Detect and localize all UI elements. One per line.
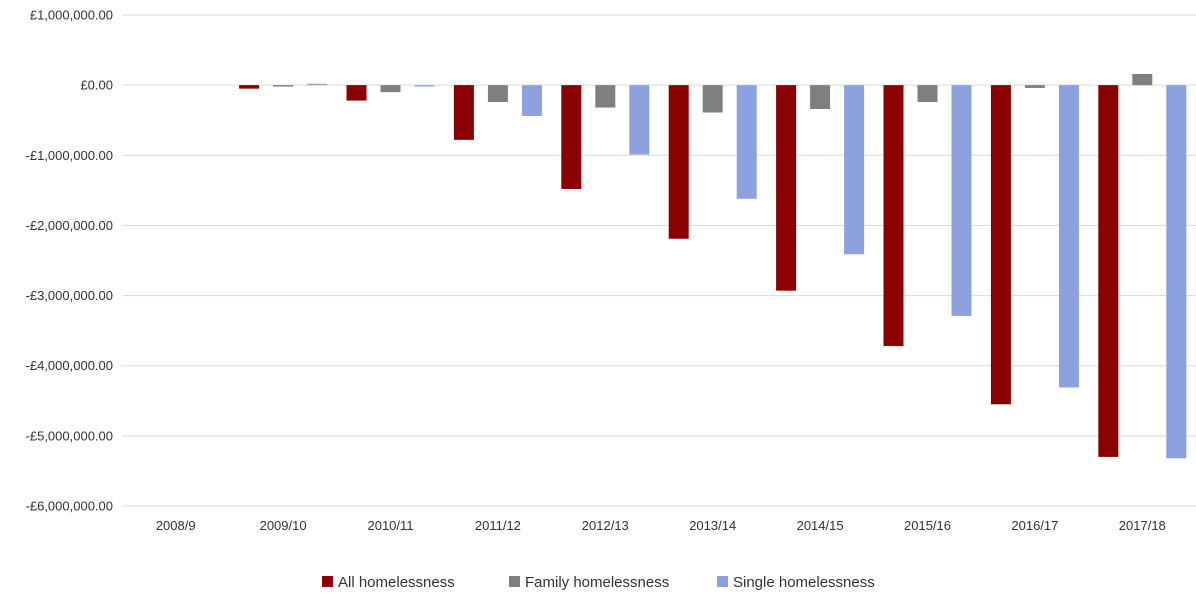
bar-family-homelessness [1132, 73, 1153, 86]
bar-all-homelessness [1098, 85, 1119, 457]
y-tick-label: £0.00 [80, 78, 113, 93]
y-tick-label: -£4,000,000.00 [26, 358, 113, 373]
x-tick-label: 2016/17 [1011, 518, 1058, 533]
bar-single-homelessness [736, 85, 757, 199]
x-tick-label: 2009/10 [260, 518, 307, 533]
y-tick-label: -£1,000,000.00 [26, 148, 113, 163]
bar-all-homelessness [346, 85, 367, 101]
bar-all-homelessness [668, 85, 689, 239]
bar-all-homelessness [883, 85, 904, 347]
bar-single-homelessness [307, 83, 328, 86]
bar-family-homelessness [380, 85, 401, 93]
bars [239, 73, 1187, 459]
legend: All homelessness Family homelessness Singl… [322, 574, 875, 591]
x-tick-label: 2010/11 [367, 518, 413, 533]
bar-family-homelessness [273, 85, 294, 87]
bar-family-homelessness [487, 85, 508, 102]
legend-swatch-single-homelessness [717, 576, 728, 587]
bar-family-homelessness [810, 85, 831, 109]
x-axis-ticks: 2008/9 2009/10 2010/11 2011/12 2012/13 2013/1… [156, 518, 1166, 533]
bar-single-homelessness [629, 85, 650, 155]
y-tick-label: -£6,000,000.00 [26, 499, 113, 514]
bar-single-homelessness [951, 85, 972, 316]
bar-all-homelessness [776, 85, 797, 291]
y-tick-label: £1,000,000.00 [30, 8, 113, 23]
bar-all-homelessness [453, 85, 474, 140]
bar-single-homelessness [844, 85, 865, 255]
x-tick-label: 2012/13 [582, 518, 629, 533]
x-tick-label: 2011/12 [475, 518, 521, 533]
bar-family-homelessness [595, 85, 616, 108]
x-tick-label: 2008/9 [156, 518, 196, 533]
bar-single-homelessness [1058, 85, 1079, 388]
y-axis-ticks: £1,000,000.00 £0.00 -£1,000,000.00 -£2,000,… [26, 8, 113, 514]
x-tick-label: 2014/15 [797, 518, 844, 533]
legend-label-family-homelessness: Family homelessness [525, 574, 669, 591]
bar-family-homelessness [917, 85, 938, 102]
bar-all-homelessness [990, 85, 1011, 405]
y-tick-label: -£3,000,000.00 [26, 288, 113, 303]
y-tick-label: -£5,000,000.00 [26, 428, 113, 443]
legend-swatch-family-homelessness [509, 576, 520, 587]
bar-family-homelessness [1024, 85, 1045, 88]
bar-all-homelessness [561, 85, 582, 189]
x-tick-label: 2015/16 [904, 518, 951, 533]
bar-all-homelessness [239, 85, 260, 89]
legend-label-single-homelessness: Single homelessness [733, 574, 875, 591]
bar-single-homelessness [414, 85, 435, 87]
y-tick-label: -£2,000,000.00 [26, 218, 113, 233]
legend-swatch-all-homelessness [322, 576, 333, 587]
bar-single-homelessness [1166, 85, 1187, 459]
x-tick-label: 2013/14 [689, 518, 736, 533]
bar-family-homelessness [702, 85, 723, 113]
x-tick-label: 2017/18 [1119, 518, 1166, 533]
legend-label-all-homelessness: All homelessness [338, 574, 455, 591]
gridlines [122, 14, 1196, 507]
bar-single-homelessness [521, 85, 542, 117]
